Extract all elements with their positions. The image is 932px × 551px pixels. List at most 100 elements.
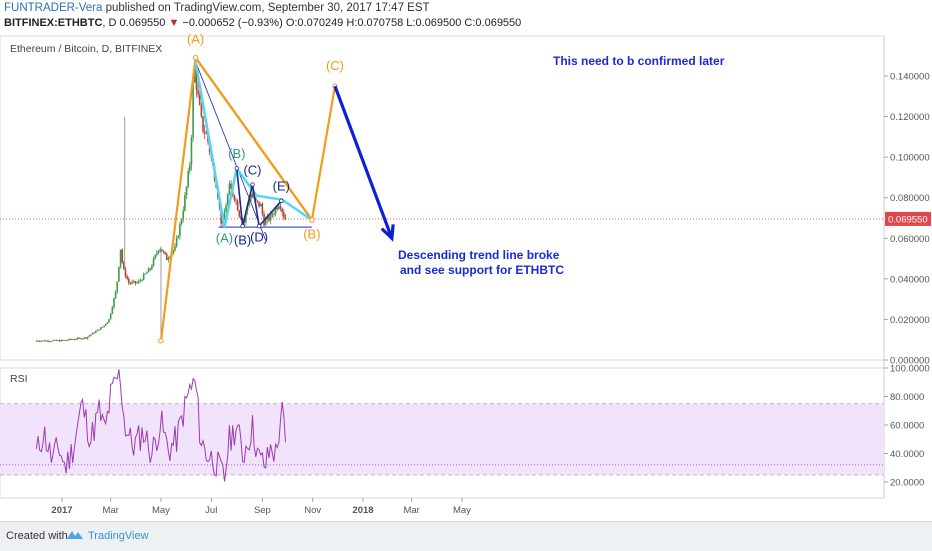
candle-body [205,133,208,135]
rsi-tick-label: 20.0000 [890,478,924,489]
candle-body [254,197,257,201]
candle-body [42,340,44,342]
candle-body [202,116,204,132]
candle-body [278,206,280,209]
candle-body [118,266,120,282]
rsi-tick-label: 60.0000 [890,421,924,432]
candle-body [103,325,105,328]
candle-body [156,252,158,255]
candle-body [240,216,242,220]
forecast-arrow-line [333,85,394,239]
orange-wave-point [158,338,164,344]
candle-body [195,67,198,90]
candle-body [258,201,260,207]
symbol-name: BITFINEX:ETHBTC [4,17,103,29]
candle-body [235,199,237,201]
candle-body [160,249,163,252]
candle-body [101,327,104,328]
candle-body [179,224,181,236]
publish-line: FUNTRADER-Vera published on TradingView.… [4,2,430,14]
candle-body [169,256,171,259]
candle-body [139,280,142,282]
candle-body [55,339,58,341]
candle-body [38,341,41,342]
candle-body [35,340,38,342]
candle-body [167,258,170,260]
wave-label: (C) [326,58,344,73]
candle-body [236,200,239,211]
price-pane[interactable] [0,35,885,361]
candle-body [230,183,232,189]
change-down-icon: ▼ [168,17,180,29]
candle-body [256,200,259,202]
tradingview-logo-icon [67,531,83,539]
candle-body [251,193,254,197]
wave-label: (A) [187,32,204,47]
candle-body [197,89,199,95]
created-with-text: Created with [6,530,68,542]
wave-label: (D) [250,229,268,244]
cyan-wave [194,61,313,228]
candle-body [177,235,180,239]
candle-body [85,337,87,339]
candle-body [268,216,270,221]
y-tick-label: 0.040000 [890,274,930,285]
candle-body [137,280,140,283]
change-value: −0.000652 (−0.93%) [182,17,283,29]
last-price-badge [885,211,931,226]
candle-body [271,213,274,215]
candle-body [141,280,143,281]
candle-body [164,251,166,254]
price-pane-title: Ethereum / Bitcoin, D, BITFINEX [10,43,162,55]
candle-body [187,171,189,187]
chart-canvas[interactable]: Ethereum / Bitcoin, D, BITFINEX 0.140000 0… [0,0,932,521]
tradingview-brand[interactable]: TradingView [88,530,149,542]
candle-body [109,313,112,320]
navy-wave-point [234,166,240,171]
candle-body [104,323,107,326]
author-link[interactable]: FUNTRADER-Vera [4,2,103,14]
candle-body [154,254,156,259]
candle-body [88,335,91,337]
rsi-band [0,403,884,475]
candle-body [185,186,188,196]
candle-body [149,268,152,270]
candle-body [113,298,115,308]
annotation-support-text: and see support for ETHBTC [400,263,564,277]
rsi-line [35,369,286,482]
x-tick-label: Nov [304,505,321,516]
x-tick-label: 2018 [352,505,373,516]
y-tick-label: 0.000000 [890,356,930,367]
rsi-tick-label: 80.0000 [890,392,924,403]
last-price: 0.069550 [119,17,166,29]
candle-body [37,340,39,342]
candle-body [273,213,275,215]
symbol-line: BITFINEX:ETHBTC, D 0.069550 ▼ −0.000652 … [4,17,522,29]
x-tick-label: Sep [254,505,271,516]
candle-body [47,340,49,342]
annotation-descending-text: Descending trend line broke [398,248,560,262]
candle-body [172,250,175,254]
y-tick-label: 0.140000 [890,72,930,83]
candle-body [144,273,147,275]
y-tick-label: 0.100000 [890,153,930,164]
candle-body [198,94,201,105]
candle-body [95,331,97,333]
candle-body [114,291,117,299]
candle-body [142,274,145,281]
candle-body [48,341,51,343]
candle-body [80,338,82,340]
candle-body [281,208,283,213]
forecast-arrow-head [380,224,395,242]
candle-body [269,213,272,221]
x-tick-label: May [453,505,471,516]
candle-body [200,104,203,117]
rsi-tick-label: 100.0000 [890,364,930,375]
x-tick-label: Mar [102,505,118,516]
candle-body [57,340,59,342]
candle-body [228,183,231,195]
candle-body [152,258,155,266]
interval: D [108,17,117,29]
x-tick-label: Mar [403,505,419,516]
candle-body [111,307,114,314]
